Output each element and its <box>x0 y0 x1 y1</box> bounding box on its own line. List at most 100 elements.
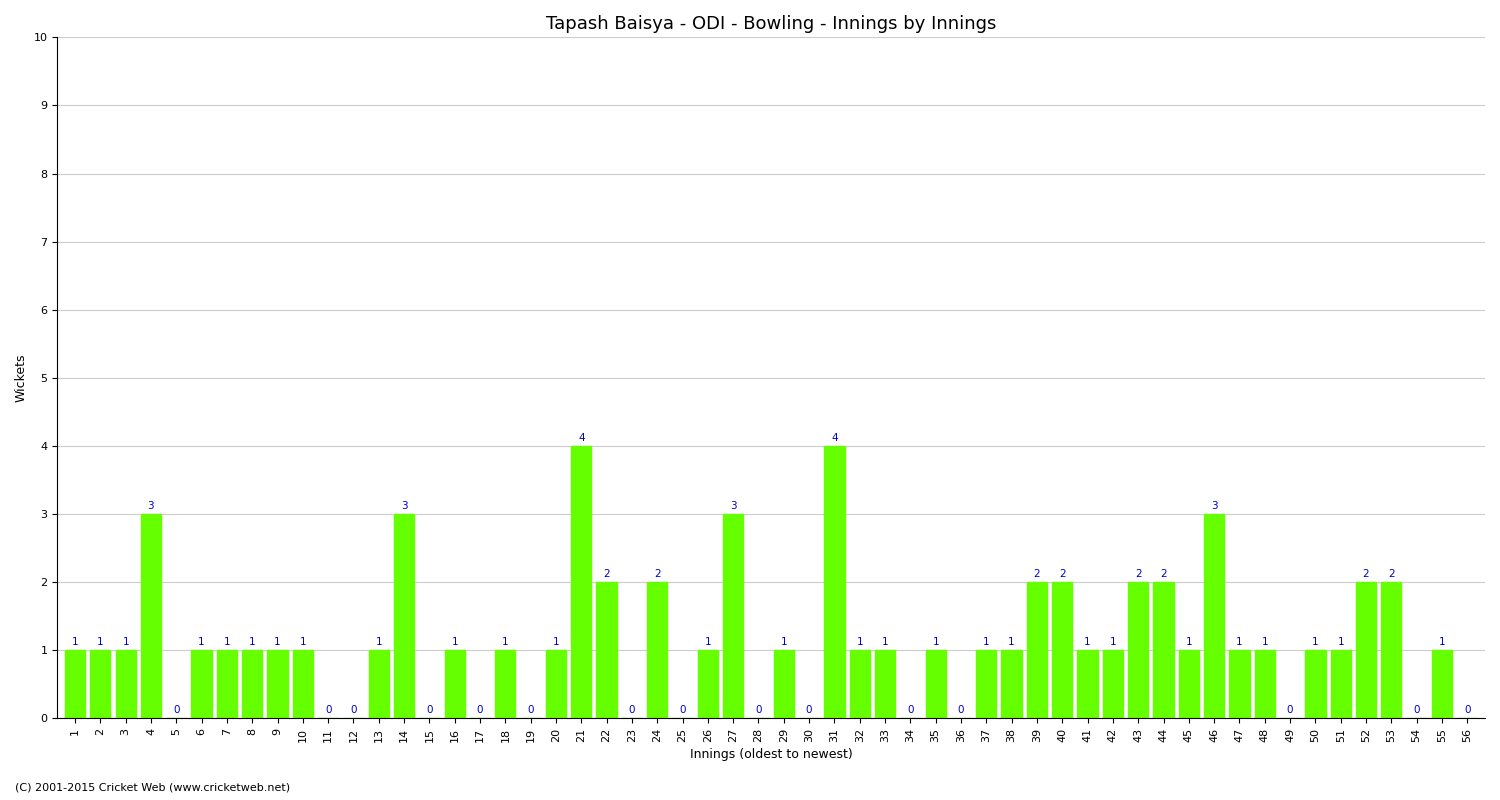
Bar <box>1052 582 1072 718</box>
Text: 1: 1 <box>198 637 206 647</box>
Text: 0: 0 <box>680 705 686 715</box>
Bar <box>1102 650 1124 718</box>
Bar <box>646 582 668 718</box>
Bar <box>369 650 388 718</box>
Bar <box>1002 650 1022 718</box>
Bar <box>698 650 718 718</box>
Bar <box>1330 650 1352 718</box>
Bar <box>926 650 946 718</box>
Text: 0: 0 <box>477 705 483 715</box>
Bar <box>1432 650 1452 718</box>
Bar <box>141 514 160 718</box>
Text: 0: 0 <box>1464 705 1470 715</box>
Bar <box>1154 582 1173 718</box>
Bar <box>217 650 237 718</box>
Bar <box>292 650 314 718</box>
Text: 1: 1 <box>1312 637 1318 647</box>
Bar <box>444 650 465 718</box>
Bar <box>874 650 896 718</box>
Bar <box>1128 582 1149 718</box>
Bar <box>597 582 616 718</box>
Bar <box>192 650 211 718</box>
Text: 1: 1 <box>1438 637 1446 647</box>
Text: 1: 1 <box>1008 637 1016 647</box>
Text: 3: 3 <box>147 501 154 510</box>
Text: 1: 1 <box>705 637 711 647</box>
Bar <box>1077 650 1098 718</box>
Bar <box>723 514 744 718</box>
Text: 0: 0 <box>806 705 813 715</box>
Text: 1: 1 <box>249 637 255 647</box>
Text: 1: 1 <box>1110 637 1116 647</box>
Bar <box>1028 582 1047 718</box>
Text: 0: 0 <box>426 705 432 715</box>
Text: 0: 0 <box>908 705 914 715</box>
Y-axis label: Wickets: Wickets <box>15 354 28 402</box>
Bar <box>572 446 591 718</box>
Text: 2: 2 <box>1160 569 1167 579</box>
Bar <box>1204 514 1224 718</box>
Text: 1: 1 <box>123 637 129 647</box>
Text: 1: 1 <box>224 637 230 647</box>
Text: 1: 1 <box>856 637 862 647</box>
Bar <box>242 650 262 718</box>
Text: 1: 1 <box>1185 637 1192 647</box>
Text: 1: 1 <box>552 637 560 647</box>
Text: 4: 4 <box>831 433 837 442</box>
Text: (C) 2001-2015 Cricket Web (www.cricketweb.net): (C) 2001-2015 Cricket Web (www.cricketwe… <box>15 782 290 792</box>
Text: 1: 1 <box>274 637 280 647</box>
Text: 1: 1 <box>300 637 306 647</box>
Text: 1: 1 <box>1236 637 1244 647</box>
Bar <box>825 446 844 718</box>
Bar <box>1382 582 1401 718</box>
Bar <box>64 650 86 718</box>
Text: 1: 1 <box>982 637 990 647</box>
Text: 1: 1 <box>1084 637 1090 647</box>
Text: 2: 2 <box>654 569 660 579</box>
Text: 3: 3 <box>1210 501 1218 510</box>
Text: 2: 2 <box>1362 569 1370 579</box>
Text: 3: 3 <box>730 501 736 510</box>
Bar <box>1356 582 1376 718</box>
Title: Tapash Baisya - ODI - Bowling - Innings by Innings: Tapash Baisya - ODI - Bowling - Innings … <box>546 15 996 33</box>
Text: 1: 1 <box>452 637 458 647</box>
Text: 0: 0 <box>754 705 762 715</box>
Text: 1: 1 <box>780 637 788 647</box>
Bar <box>1305 650 1326 718</box>
Text: 4: 4 <box>578 433 585 442</box>
Bar <box>774 650 794 718</box>
Text: 0: 0 <box>1287 705 1293 715</box>
Text: 0: 0 <box>957 705 964 715</box>
X-axis label: Innings (oldest to newest): Innings (oldest to newest) <box>690 748 852 761</box>
Text: 1: 1 <box>882 637 888 647</box>
Text: 1: 1 <box>72 637 78 647</box>
Text: 1: 1 <box>98 637 104 647</box>
Bar <box>546 650 566 718</box>
Bar <box>267 650 288 718</box>
Text: 3: 3 <box>400 501 408 510</box>
Bar <box>1254 650 1275 718</box>
Text: 0: 0 <box>1413 705 1420 715</box>
Text: 1: 1 <box>1338 637 1344 647</box>
Text: 0: 0 <box>628 705 634 715</box>
Bar <box>394 514 414 718</box>
Bar <box>849 650 870 718</box>
Text: 1: 1 <box>503 637 509 647</box>
Text: 2: 2 <box>1136 569 1142 579</box>
Bar <box>90 650 111 718</box>
Text: 2: 2 <box>1059 569 1065 579</box>
Text: 1: 1 <box>375 637 382 647</box>
Bar <box>1230 650 1250 718</box>
Text: 1: 1 <box>933 637 939 647</box>
Text: 0: 0 <box>528 705 534 715</box>
Bar <box>1179 650 1198 718</box>
Text: 0: 0 <box>172 705 180 715</box>
Bar <box>116 650 136 718</box>
Text: 2: 2 <box>1034 569 1041 579</box>
Text: 0: 0 <box>350 705 357 715</box>
Bar <box>495 650 516 718</box>
Text: 2: 2 <box>1388 569 1395 579</box>
Text: 2: 2 <box>603 569 610 579</box>
Bar <box>976 650 996 718</box>
Text: 1: 1 <box>1262 637 1268 647</box>
